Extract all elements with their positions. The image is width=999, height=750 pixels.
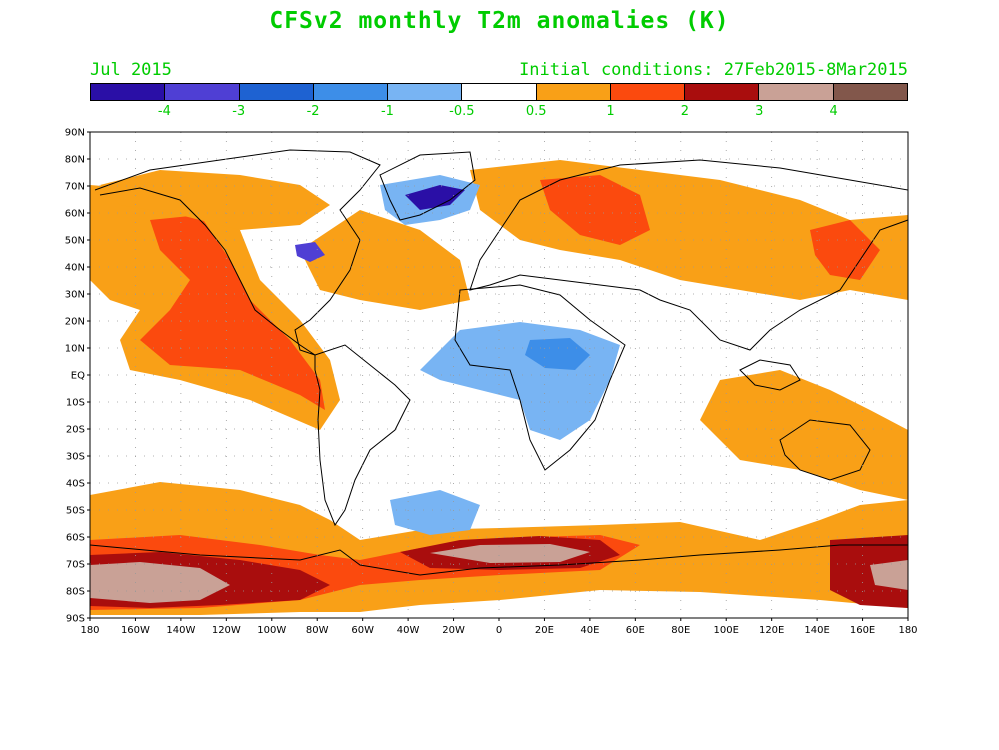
- chart-title: CFSv2 monthly T2m anomalies (K): [269, 8, 730, 34]
- lon-label: 80E: [671, 625, 690, 636]
- lat-label: 50S: [66, 506, 85, 517]
- coastlines: [89, 149, 909, 576]
- colorbar-swatch: [685, 84, 760, 100]
- arctic-warm-north-america: [100, 170, 330, 230]
- colorbar: [90, 83, 908, 101]
- africa-cool-core: [525, 338, 590, 370]
- greenland-cool-core: [405, 185, 465, 210]
- lat-label: 30N: [65, 290, 85, 301]
- colorbar-swatch: [388, 84, 463, 100]
- colorbar-label: 2: [680, 104, 690, 119]
- lat-label: 80N: [65, 155, 85, 166]
- lat-label: 70N: [65, 182, 85, 193]
- forecast-month: Jul 2015: [90, 60, 172, 80]
- latitude-labels: 90N 80N 70N 60N 50N 40N 30N 20N 10N EQ 10S 20S 30S 40…: [65, 128, 90, 625]
- lon-label: 80W: [306, 625, 329, 636]
- colorbar-swatch: [759, 84, 834, 100]
- lat-label: 20S: [66, 425, 85, 436]
- lon-label: 140W: [166, 625, 195, 636]
- lat-label: 70S: [66, 560, 85, 571]
- colorbar-label: 4: [829, 104, 838, 119]
- lon-label: 100E: [714, 625, 739, 636]
- north-pacific-red: [140, 215, 325, 410]
- eurasia-red: [540, 175, 650, 245]
- colorbar-label: -2: [306, 104, 320, 119]
- colorbar-swatch: [536, 84, 611, 100]
- lat-label: 40S: [66, 479, 85, 490]
- lat-label: 50N: [65, 236, 85, 247]
- antarctica-coast: [89, 544, 908, 576]
- lat-label: 30S: [66, 452, 85, 463]
- colorbar-swatch: [165, 84, 240, 100]
- antarctic-brown-east: [870, 560, 908, 590]
- colorbar-label: -1: [380, 104, 394, 119]
- colorbar-labels: -4 -3 -2 -1 -0.5 0.5 1 2 3 4: [90, 104, 908, 120]
- lon-label: 60W: [351, 625, 374, 636]
- lon-label: 160E: [850, 625, 875, 636]
- lat-label: 20N: [65, 317, 85, 328]
- lat-label: 90S: [66, 614, 85, 625]
- lat-label: 10N: [65, 344, 85, 355]
- south-america-coast: [314, 344, 411, 527]
- lat-label: 10S: [66, 398, 85, 409]
- lon-label: 60E: [626, 625, 645, 636]
- colorbar-label: -3: [232, 104, 246, 119]
- colorbar-label: 1: [606, 104, 615, 119]
- lon-label: 20W: [442, 625, 465, 636]
- lon-label: 0: [496, 625, 502, 636]
- lat-label: 60N: [65, 209, 85, 220]
- initial-conditions: Initial conditions: 27Feb2015-8Mar2015: [519, 60, 908, 80]
- antarctic-brown-west: [90, 562, 230, 603]
- maritime-continent-coast: [739, 359, 801, 391]
- lat-label: 80S: [66, 587, 85, 598]
- great-lakes-cool: [295, 242, 325, 262]
- lon-label: 180: [80, 625, 99, 636]
- lon-label: 120W: [212, 625, 241, 636]
- north-atlantic-warm: [300, 210, 470, 310]
- antarctic-darkred-east: [830, 535, 908, 608]
- colorbar-swatch: [610, 84, 686, 100]
- lat-lon-grid: [90, 132, 908, 618]
- lon-label: 20E: [535, 625, 554, 636]
- lon-label: 120E: [759, 625, 784, 636]
- east-asia-red: [810, 220, 880, 280]
- lat-label: 60S: [66, 533, 85, 544]
- australia-coast: [779, 419, 871, 481]
- lon-label: 160W: [121, 625, 150, 636]
- lat-label: 40N: [65, 263, 85, 274]
- colorbar-label: 0.5: [525, 104, 547, 119]
- lat-label: 90N: [65, 128, 85, 139]
- greenland-coast: [379, 151, 476, 221]
- north-america-coast: [94, 149, 381, 356]
- west-pacific-warm: [700, 370, 908, 500]
- antarctic-brown-east-atlantic: [430, 544, 590, 563]
- africa-coast: [454, 284, 626, 471]
- colorbar-label: -4: [157, 104, 171, 119]
- colorbar-swatch: [239, 84, 314, 100]
- anomaly-fields: [90, 160, 908, 615]
- south-atlantic-cool: [390, 490, 480, 535]
- colorbar-swatch: [833, 84, 907, 100]
- lon-label: 140E: [804, 625, 829, 636]
- colorbar-swatch: [91, 84, 166, 100]
- lon-label: 40W: [397, 625, 420, 636]
- lat-label: EQ: [71, 371, 85, 382]
- lon-label: 180: [898, 625, 917, 636]
- colorbar-label: 3: [755, 104, 764, 119]
- colorbar-swatch: [462, 84, 537, 100]
- colorbar-label: -0.5: [449, 104, 475, 119]
- lon-label: 40E: [580, 625, 599, 636]
- eurasia-coast: [469, 159, 909, 351]
- colorbar-swatch: [313, 84, 389, 100]
- lon-label: 100W: [257, 625, 286, 636]
- longitude-labels: 180 160W 140W 120W 100W 80W 60W 40W 20W 0 20E 40E 60…: [80, 618, 918, 636]
